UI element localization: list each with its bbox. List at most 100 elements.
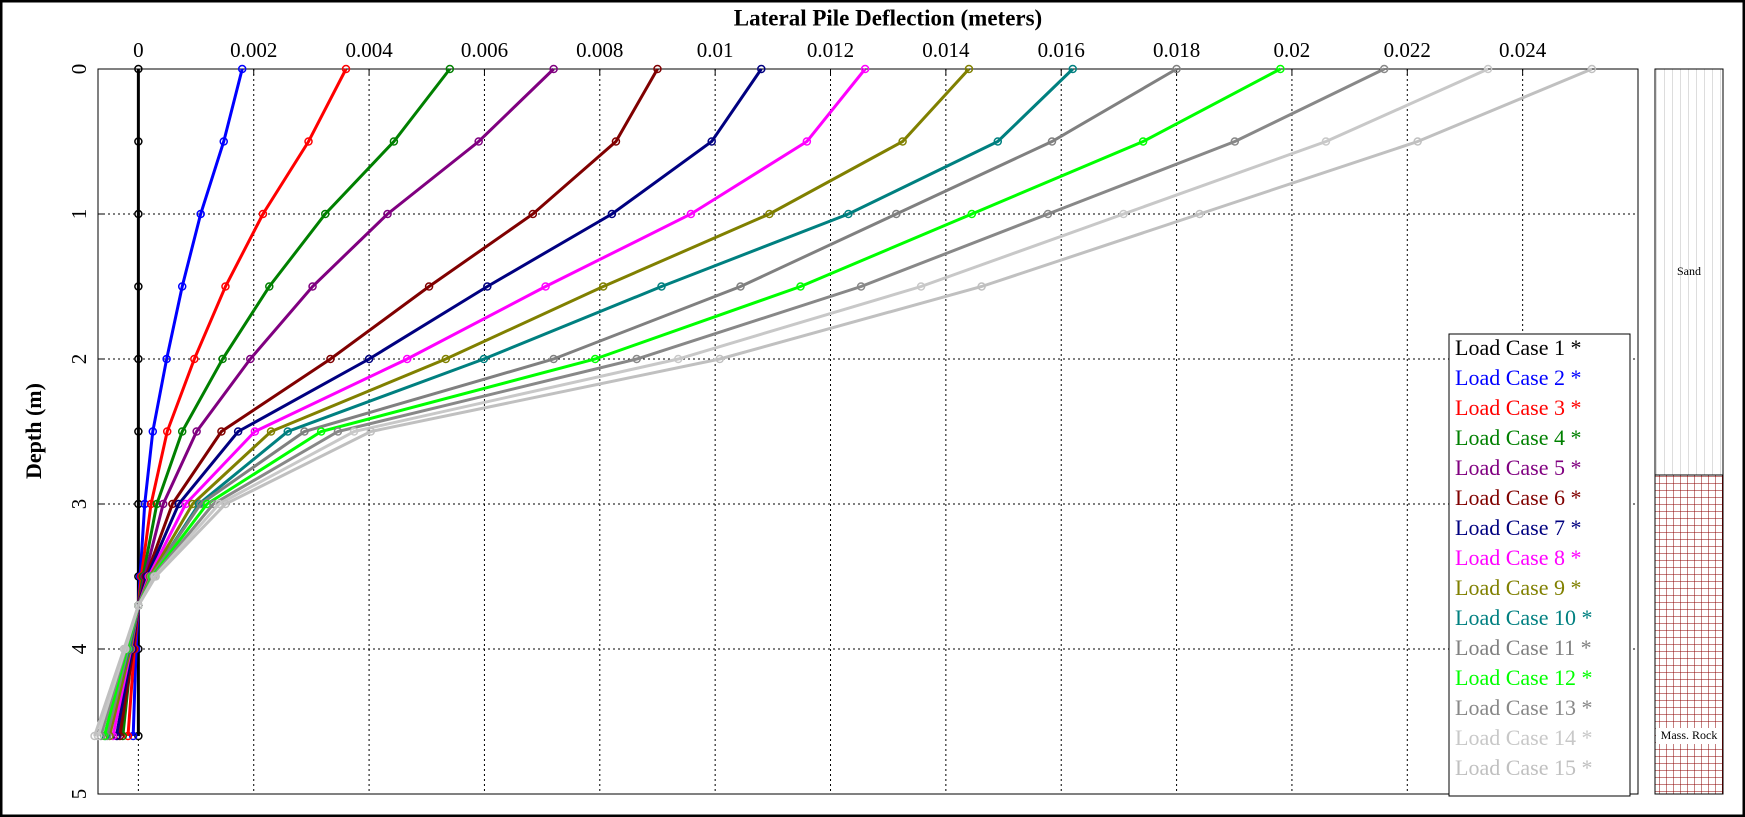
point-marker <box>1321 137 1331 146</box>
point-marker <box>1138 137 1148 146</box>
point-marker <box>134 64 143 74</box>
point-marker <box>383 209 392 219</box>
point-marker <box>123 731 133 741</box>
legend-entry: Load Case 2 * <box>1455 365 1581 390</box>
point-marker <box>1230 137 1240 146</box>
point-marker <box>196 209 205 219</box>
point-marker <box>221 499 230 509</box>
legend-box <box>1448 333 1631 797</box>
legend-entry: Load Case 13 * <box>1455 695 1592 720</box>
point-marker <box>441 354 451 364</box>
point-marker <box>541 282 550 291</box>
point-marker <box>321 209 330 219</box>
point-marker <box>146 499 156 509</box>
point-marker <box>366 427 376 436</box>
point-marker <box>326 354 335 364</box>
point-marker <box>218 354 227 364</box>
point-marker <box>389 137 399 146</box>
point-marker <box>151 572 160 581</box>
point-marker <box>266 427 276 436</box>
x-tick-label: 0.002 <box>230 38 277 62</box>
x-tick-label: 0.014 <box>922 38 970 62</box>
point-marker <box>217 427 226 436</box>
point-marker <box>1195 209 1204 219</box>
point-marker <box>148 427 158 436</box>
point-marker <box>844 209 853 219</box>
soil-label: Sand <box>1677 264 1701 278</box>
soil-label-bg <box>1656 728 1722 744</box>
point-marker <box>1379 64 1389 74</box>
point-marker <box>93 731 103 741</box>
point-marker <box>283 427 293 436</box>
legend-entry: Load Case 6 * <box>1455 485 1581 510</box>
point-marker <box>134 137 143 146</box>
point-marker <box>892 209 901 219</box>
point-marker <box>632 354 641 364</box>
point-marker <box>134 731 143 741</box>
x-tick-label: 0.008 <box>576 38 623 62</box>
point-marker <box>736 282 745 291</box>
point-marker <box>916 282 926 291</box>
point-marker <box>192 427 201 436</box>
legend-entry: Load Case 4 * <box>1455 425 1581 450</box>
y-tick-label: 3 <box>67 499 91 510</box>
point-marker <box>611 137 621 146</box>
chart-title: Lateral Pile Deflection (meters) <box>734 5 1042 30</box>
legend-entry: Load Case 10 * <box>1455 605 1592 630</box>
point-marker <box>402 354 412 364</box>
point-marker <box>673 354 683 364</box>
point-marker <box>528 209 538 219</box>
point-marker <box>657 282 666 291</box>
point-marker <box>333 427 343 436</box>
y-axis-label: Depth (m) <box>21 383 46 479</box>
point-marker <box>219 137 228 146</box>
point-marker <box>162 354 171 364</box>
point-marker <box>479 354 489 364</box>
point-marker <box>364 354 374 364</box>
point-marker <box>190 354 199 364</box>
point-marker <box>707 137 716 146</box>
plot-area: 0 0.002 0.004 0.006 0.008 0.01 0.012 0.014 0.016… <box>67 38 1639 799</box>
point-marker <box>265 282 274 291</box>
legend-entry: Load Case 8 * <box>1455 545 1581 570</box>
x-tick-label: 0.004 <box>345 38 393 62</box>
point-marker <box>860 64 870 74</box>
point-marker <box>128 731 138 741</box>
point-marker <box>483 282 492 291</box>
soil-label: Mass. Rock <box>1661 728 1718 742</box>
point-marker <box>424 282 434 291</box>
x-tick-label: 0.01 <box>697 38 734 62</box>
x-tick-label: 0 <box>133 38 144 62</box>
x-tick-label: 0.02 <box>1274 38 1311 62</box>
point-marker <box>898 137 907 146</box>
point-marker <box>308 282 317 291</box>
point-marker <box>607 209 617 219</box>
x-tick-label: 0.012 <box>807 38 854 62</box>
point-marker <box>796 282 805 291</box>
point-marker <box>590 354 600 364</box>
legend-entry: Load Case 3 * <box>1455 395 1581 420</box>
point-marker <box>993 137 1003 146</box>
point-marker <box>177 282 187 291</box>
point-marker <box>1068 64 1078 74</box>
point-marker <box>162 427 172 436</box>
legend-entry: Load Case 14 * <box>1455 725 1592 750</box>
point-marker <box>977 282 986 291</box>
point-marker <box>237 64 247 74</box>
legend-entry: Load Case 9 * <box>1455 575 1581 600</box>
point-marker <box>474 137 483 146</box>
x-tick-label: 0.024 <box>1499 38 1547 62</box>
point-marker <box>599 282 608 291</box>
point-marker <box>316 427 326 436</box>
legend-entry: Load Case 7 * <box>1455 515 1581 540</box>
point-marker <box>341 64 351 74</box>
point-marker <box>1483 64 1493 74</box>
point-marker <box>549 64 558 74</box>
point-marker <box>1172 64 1181 74</box>
legend-entry: Load Case 15 * <box>1455 755 1592 780</box>
x-tick-label: 0.016 <box>1038 38 1085 62</box>
point-marker <box>246 354 255 364</box>
point-marker <box>1413 137 1422 146</box>
point-marker <box>964 64 974 74</box>
point-marker <box>757 64 766 74</box>
